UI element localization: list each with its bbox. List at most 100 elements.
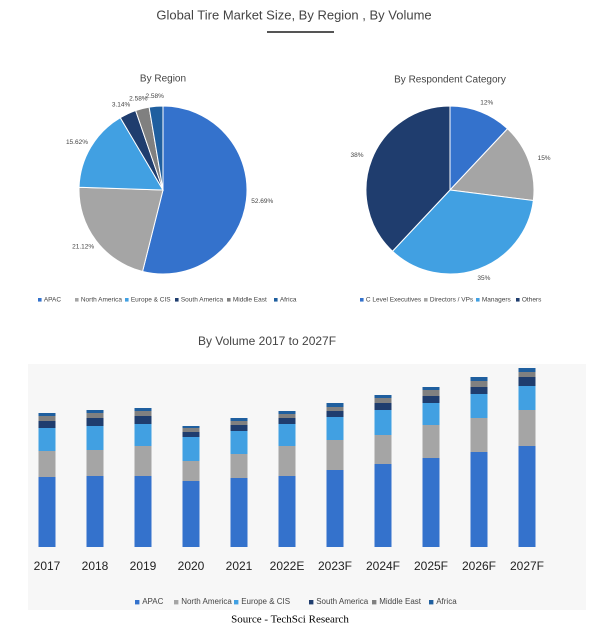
pie-slice xyxy=(391,189,534,275)
bar-segment xyxy=(518,410,536,446)
bar-segment xyxy=(470,394,488,418)
legend-swatch xyxy=(372,600,377,605)
legend-swatch xyxy=(174,600,179,605)
legend-label: North America xyxy=(81,297,123,304)
bar-panel xyxy=(28,364,586,610)
bar-segment xyxy=(230,431,248,454)
bar-segment xyxy=(326,407,344,411)
bar-segment xyxy=(326,470,344,547)
bar-segment xyxy=(86,450,104,476)
value-label: 52.69% xyxy=(251,198,273,205)
bar-segment xyxy=(182,426,200,428)
bar-segment xyxy=(470,377,488,381)
legend-label: Africa xyxy=(436,597,457,606)
pie-slice xyxy=(365,105,451,252)
x-tick-label: 2017 xyxy=(34,559,61,573)
legend-label: Africa xyxy=(280,297,297,304)
value-label: 21.12% xyxy=(72,243,94,250)
bar-segment xyxy=(134,476,152,547)
x-tick-label: 2025F xyxy=(414,559,448,573)
bar-segment xyxy=(38,428,56,451)
legend-label: Directors / VPs xyxy=(430,297,474,304)
legend-swatch xyxy=(135,600,140,605)
legend-swatch xyxy=(227,298,231,302)
bar-segment xyxy=(182,461,200,481)
bar-segment xyxy=(230,478,248,547)
x-tick-label: 2019 xyxy=(130,559,157,573)
pie-slice xyxy=(148,105,164,191)
legend-swatch xyxy=(424,298,428,302)
bar-segment xyxy=(470,452,488,547)
bar-segment xyxy=(518,386,536,410)
value-label: 12% xyxy=(480,99,493,106)
legend-swatch xyxy=(476,298,480,302)
bar-segment xyxy=(182,428,200,432)
source: Source - TechSci Research xyxy=(231,614,349,626)
x-tick-label: 2023F xyxy=(318,559,352,573)
legend-label: Europe & CIS xyxy=(241,597,290,606)
bar-segment xyxy=(422,425,440,458)
x-tick-label: 2026F xyxy=(462,559,496,573)
bar-title: By Volume 2017 to 2027F xyxy=(198,334,336,348)
legend-swatch xyxy=(516,298,520,302)
bar-segment xyxy=(374,395,392,398)
bar-segment xyxy=(230,421,248,425)
legend-label: Europe & CIS xyxy=(131,297,171,304)
legend-label: South America xyxy=(316,597,369,606)
bar-segment xyxy=(38,451,56,477)
legend-swatch xyxy=(274,298,278,302)
legend-swatch xyxy=(309,600,314,605)
legend-label: Others xyxy=(522,297,542,304)
bar-segment xyxy=(134,424,152,446)
pie-title: By Region xyxy=(140,74,186,85)
bar-segment xyxy=(230,425,248,431)
value-label: 2.58% xyxy=(129,96,148,103)
legend-swatch xyxy=(360,298,364,302)
legend-swatch xyxy=(175,298,179,302)
legend-swatch xyxy=(429,600,434,605)
pie-slice xyxy=(78,186,164,273)
bar-segment xyxy=(518,368,536,372)
bar-segment xyxy=(182,432,200,437)
legend-label: South America xyxy=(181,297,224,304)
bar-segment xyxy=(422,396,440,403)
legend-label: Middle East xyxy=(379,597,422,606)
legend-label: C Level Executives xyxy=(366,297,422,304)
bar-segment xyxy=(230,454,248,478)
bar-segment xyxy=(518,446,536,547)
x-tick-label: 2021 xyxy=(226,559,253,573)
x-tick-label: 2020 xyxy=(178,559,205,573)
bar-segment xyxy=(182,481,200,547)
legend-label: North America xyxy=(181,597,232,606)
bar-segment xyxy=(38,421,56,428)
bar-segment xyxy=(38,477,56,547)
value-label: 2.58% xyxy=(145,93,164,100)
bar-segment xyxy=(470,418,488,452)
x-tick-label: 2022E xyxy=(270,559,305,573)
bar-segment xyxy=(470,387,488,394)
bar-segment xyxy=(134,408,152,411)
bar-segment xyxy=(326,440,344,470)
bar-segment xyxy=(134,446,152,476)
bar-segment xyxy=(374,398,392,403)
bar-segment xyxy=(278,414,296,418)
bar-segment xyxy=(86,413,104,418)
legend-label: Middle East xyxy=(233,297,267,304)
bar-segment xyxy=(374,464,392,547)
bar-segment xyxy=(278,418,296,424)
value-label: 38% xyxy=(351,152,364,159)
bar-segment xyxy=(374,403,392,410)
legend-swatch xyxy=(125,298,129,302)
bar-segment xyxy=(278,424,296,446)
value-label: 3.14% xyxy=(112,101,131,108)
bar-segment xyxy=(86,410,104,413)
bar-segment xyxy=(230,418,248,421)
legend-swatch xyxy=(75,298,79,302)
x-tick-label: 2027F xyxy=(510,559,544,573)
bar-segment xyxy=(422,458,440,547)
x-tick-label: 2018 xyxy=(82,559,109,573)
bar-segment xyxy=(86,426,104,450)
value-label: 15% xyxy=(538,155,551,162)
